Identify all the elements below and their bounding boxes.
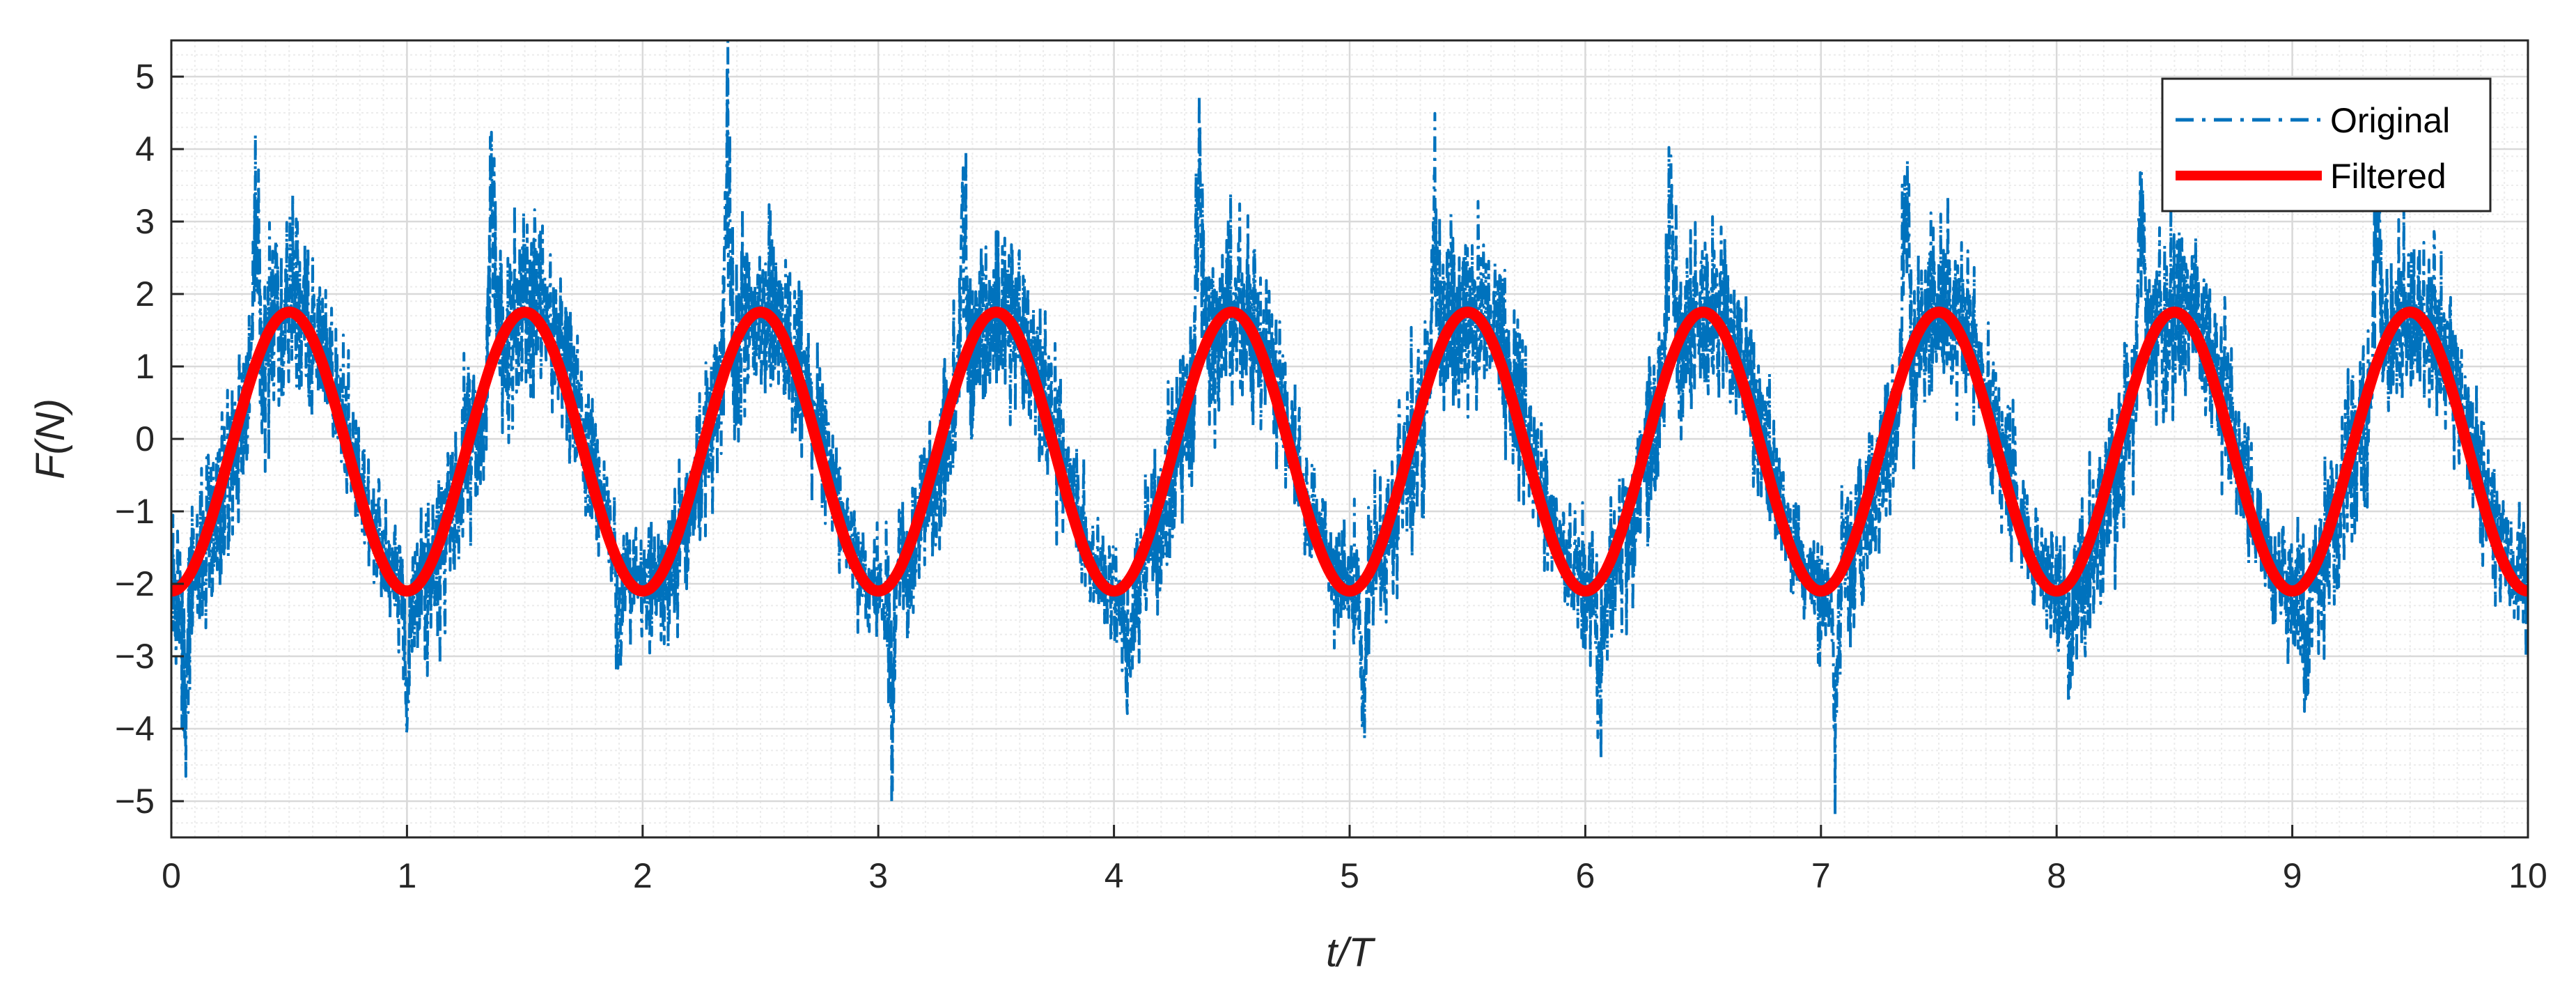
grid-major: [170, 40, 2529, 837]
series-filtered: [171, 307, 2528, 597]
legend-filtered-label: Filtered: [2330, 157, 2446, 196]
grid-minor: [171, 40, 2528, 838]
y-tick-label: −3: [115, 637, 155, 676]
x-tick-label: 3: [868, 856, 888, 895]
x-axis-label: t/T: [1326, 930, 1375, 975]
x-tick-label: 6: [1575, 856, 1595, 895]
y-tick-label: 1: [135, 347, 155, 386]
y-tick-label: 5: [135, 57, 155, 96]
y-tick-label: 0: [135, 419, 155, 458]
y-tick-label: −1: [115, 492, 155, 531]
y-tick-label: 2: [135, 274, 155, 314]
y-ticks: −5 −4 −3 −2 −1 0 1 2 3 4 5: [115, 57, 184, 821]
x-tick-label: 7: [1811, 856, 1831, 895]
series-filtered-line: [171, 307, 2528, 597]
y-tick-label: −4: [115, 709, 155, 748]
x-tick-label: 2: [633, 856, 653, 895]
x-tick-label: 4: [1104, 856, 1124, 895]
legend-original-label: Original: [2330, 101, 2450, 140]
x-ticks: 0 1 2 3 4 5 6 7 8 9 10: [162, 825, 2547, 895]
x-tick-label: 10: [2508, 856, 2547, 895]
x-tick-label: 5: [1340, 856, 1359, 895]
x-tick-label: 9: [2283, 856, 2302, 895]
y-tick-label: −2: [115, 564, 155, 603]
y-tick-label: 3: [135, 202, 155, 241]
legend-box: [2161, 77, 2492, 212]
x-tick-label: 8: [2047, 856, 2066, 895]
x-tick-label: 0: [162, 856, 181, 895]
y-tick-label: −5: [115, 782, 155, 821]
y-tick-label: 4: [135, 130, 155, 169]
y-axis-label: F(N): [28, 398, 73, 479]
x-tick-label: 1: [397, 856, 416, 895]
legend: Original Filtered: [2161, 77, 2492, 212]
